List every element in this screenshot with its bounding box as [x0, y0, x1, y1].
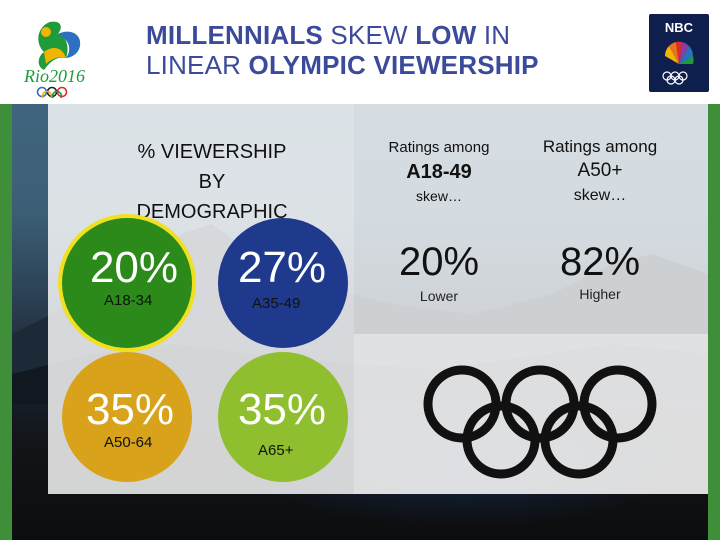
ratings-col2-pct: 82%	[559, 240, 641, 284]
ratings-panel	[354, 104, 708, 334]
ratings-col2-sub: Higher	[579, 286, 621, 302]
rio-2016-logo-icon: Rio2016	[23, 21, 85, 102]
source-footnote: Source: MRI Study © SK 2014. http://www.…	[14, 523, 489, 530]
svg-text:NBC: NBC	[665, 20, 694, 35]
segment-pct-a18-34: 20%	[89, 243, 179, 292]
nbc-logo: NBC	[649, 14, 709, 92]
segment-circle-a18-34	[62, 218, 192, 348]
ratings-col1-sub: Lower	[419, 288, 459, 304]
ratings-col2-heading: Ratings among A50+ skew…	[542, 137, 658, 204]
page-title: MILLENNIALS SKEW LOW IN LINEAR OLYMPIC V…	[146, 20, 539, 80]
segment-label-a35-49: A35-49	[252, 295, 301, 312]
viewership-heading: % VIEWERSHIP BY DEMOGRAPHIC	[136, 141, 288, 223]
segment-label-a50-64: A50-64	[104, 434, 153, 451]
segment-label-a65: A65+	[258, 442, 294, 459]
header: Rio2016 MILLENNIALS SKEW LOW IN LINEAR O…	[0, 0, 720, 104]
nbc-peacock-icon: NBC	[662, 20, 694, 85]
rio-2016-logo: Rio2016	[20, 12, 110, 102]
segment-pct-a65: 35%	[237, 385, 327, 434]
ratings-col1-pct: 20%	[398, 240, 480, 284]
left-accent-bar	[0, 104, 12, 540]
segment-label-a18-34: A18-34	[104, 292, 153, 309]
segment-pct-a50-64: 35%	[85, 385, 175, 434]
segment-circle-a35-49	[218, 218, 348, 348]
olympic-rings-icon	[423, 365, 657, 479]
ratings-col1-heading: Ratings among A18-49 skew…	[388, 139, 490, 204]
right-accent-bar	[708, 104, 720, 540]
svg-text:Rio2016: Rio2016	[23, 66, 85, 86]
segment-circle-a65	[218, 352, 348, 482]
segment-pct-a35-49: 27%	[237, 243, 327, 292]
segment-circle-a50-64	[62, 352, 192, 482]
